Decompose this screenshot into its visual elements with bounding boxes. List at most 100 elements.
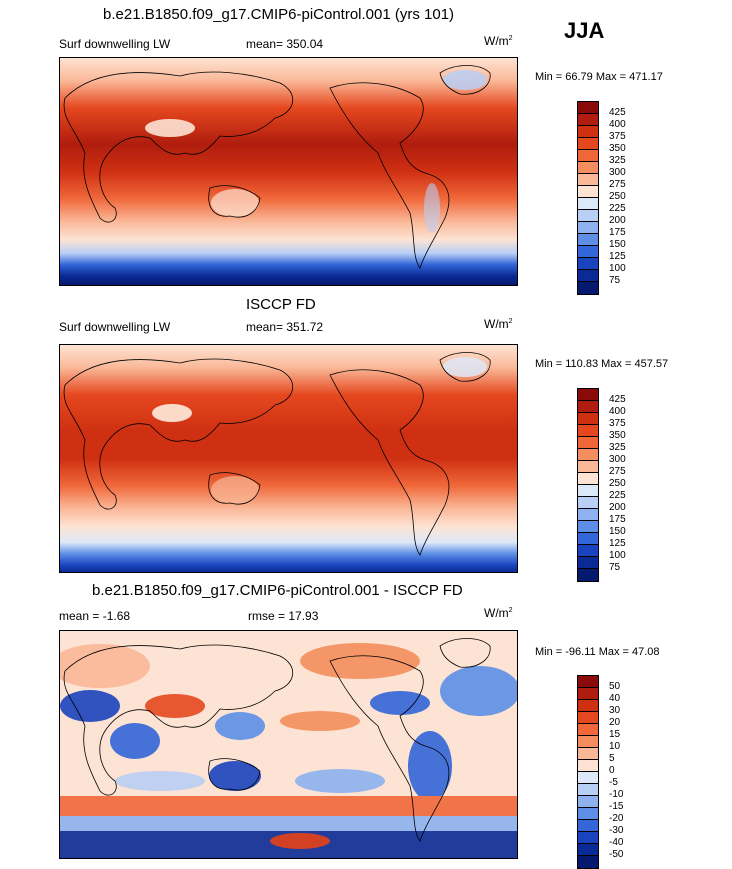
colorbar-tick-label: -15: [609, 801, 624, 812]
colorbar-box: [578, 198, 598, 210]
colorbar-box: [578, 282, 598, 294]
colorbar-box: [578, 784, 598, 796]
colorbar-box: [578, 497, 598, 509]
panel-3-minmax: Min = -96.11 Max = 47.08: [535, 646, 660, 658]
colorbar-tick-label: 125: [609, 251, 626, 262]
colorbar-box: [578, 413, 598, 425]
colorbar-box: [578, 808, 598, 820]
panel-3-map: [59, 630, 518, 859]
panel-1-map-svg: [60, 58, 517, 285]
colorbar-tick-label: -50: [609, 849, 624, 860]
colorbar-box: [578, 389, 598, 401]
colorbar-tick-label: 200: [609, 215, 626, 226]
colorbar-box: [578, 234, 598, 246]
colorbar-box: [578, 509, 598, 521]
colorbar-tick-label: 20: [609, 717, 621, 728]
colorbar-box: [578, 832, 598, 844]
difference-field: [60, 643, 517, 858]
colorbar-box: [578, 246, 598, 258]
colorbar-box: [578, 449, 598, 461]
colorbar-tick-label: 300: [609, 167, 626, 178]
colorbar-box: [578, 401, 598, 413]
colorbar-tick-label: 10: [609, 741, 621, 752]
colorbar-tick-label: 225: [609, 203, 626, 214]
colorbar-box: [578, 688, 598, 700]
colorbar-tick-label: 275: [609, 179, 626, 190]
colorbar-tick-label: 300: [609, 454, 626, 465]
colorbar-box: [578, 569, 598, 581]
panel-1-title: b.e21.B1850.f09_g17.CMIP6-piControl.001 …: [103, 6, 455, 23]
colorbar-tick-label: 350: [609, 143, 626, 154]
colorbar-tick-label: -40: [609, 837, 624, 848]
colorbar-tick-label: 15: [609, 729, 621, 740]
colorbar-tick-label: 150: [609, 526, 626, 537]
colorbar-box: [578, 856, 598, 868]
panel-1-mean-label: mean= 350.04: [246, 37, 324, 51]
colorbar-tick-label: 350: [609, 430, 626, 441]
panel-2-mean-label: mean= 351.72: [246, 320, 324, 334]
colorbar-box: [578, 712, 598, 724]
colorbar-box: [578, 138, 598, 150]
colorbar-tick-label: 0: [609, 765, 615, 776]
colorbar-box: [578, 557, 598, 569]
panel-2-map-svg: [60, 345, 517, 572]
colorbar-tick-label: 375: [609, 418, 626, 429]
colorbar-tick-label: 30: [609, 705, 621, 716]
colorbar-box: [578, 748, 598, 760]
colorbar-box: [578, 676, 598, 688]
panel-3-mean-label: mean = -1.68: [59, 609, 131, 623]
tibet-plateau-feature: [152, 404, 192, 422]
colorbar-box: [578, 270, 598, 282]
colorbar-box: [578, 102, 598, 114]
colorbar-tick-label: 275: [609, 466, 626, 477]
panel-2-map: [59, 344, 518, 573]
colorbar-box: [578, 258, 598, 270]
colorbar-box: [578, 545, 598, 557]
colorbar-box: [578, 700, 598, 712]
colorbar-box: [578, 521, 598, 533]
colorbar-box: [578, 425, 598, 437]
panel-3-title: b.e21.B1850.f09_g17.CMIP6-piControl.001 …: [92, 582, 463, 599]
colorbar-box: [578, 485, 598, 497]
panel-3-units: W/m2: [484, 606, 513, 620]
greenland-feature: [443, 70, 487, 90]
coastlines: [63, 65, 491, 269]
colorbar-box: [578, 114, 598, 126]
colorbar-tick-label: 100: [609, 263, 626, 274]
colorbar-tick-label: 50: [609, 681, 621, 692]
tibet-plateau-feature: [145, 119, 195, 137]
panel-2-title: ISCCP FD: [246, 296, 316, 313]
colorbar-box: [578, 772, 598, 784]
colorbar-tick-label: -20: [609, 813, 624, 824]
panel-3-rmse-label: rmse = 17.93: [248, 609, 319, 623]
panel-1-minmax: Min = 66.79 Max = 471.17: [535, 71, 663, 83]
colorbar-tick-label: 225: [609, 490, 626, 501]
coastlines: [63, 352, 491, 556]
colorbar-tick-label: -10: [609, 789, 624, 800]
colorbar-tick-label: 400: [609, 119, 626, 130]
colorbar-tick-label: 175: [609, 227, 626, 238]
colorbar-tick-label: 40: [609, 693, 621, 704]
colorbar-tick-label: 150: [609, 239, 626, 250]
colorbar-box: [578, 760, 598, 772]
colorbar-box: [578, 126, 598, 138]
colorbar-tick-label: -5: [609, 777, 618, 788]
colorbar-tick-label: 250: [609, 191, 626, 202]
andes-feature: [424, 183, 440, 233]
colorbar-box: [578, 736, 598, 748]
panel-1-colorbar: [577, 101, 599, 295]
colorbar-tick-label: 425: [609, 107, 626, 118]
colorbar-tick-label: 375: [609, 131, 626, 142]
colorbar-box: [578, 844, 598, 856]
panel-2-variable-label: Surf downwelling LW: [59, 320, 171, 334]
colorbar-box: [578, 150, 598, 162]
colorbar-tick-label: -30: [609, 825, 624, 836]
colorbar-box: [578, 186, 598, 198]
australia-feature: [211, 476, 259, 504]
colorbar-box: [578, 210, 598, 222]
panel-1-variable-label: Surf downwelling LW: [59, 37, 171, 51]
colorbar-tick-label: 325: [609, 155, 626, 166]
colorbar-box: [578, 162, 598, 174]
colorbar-box: [578, 724, 598, 736]
colorbar-tick-label: 5: [609, 753, 615, 764]
